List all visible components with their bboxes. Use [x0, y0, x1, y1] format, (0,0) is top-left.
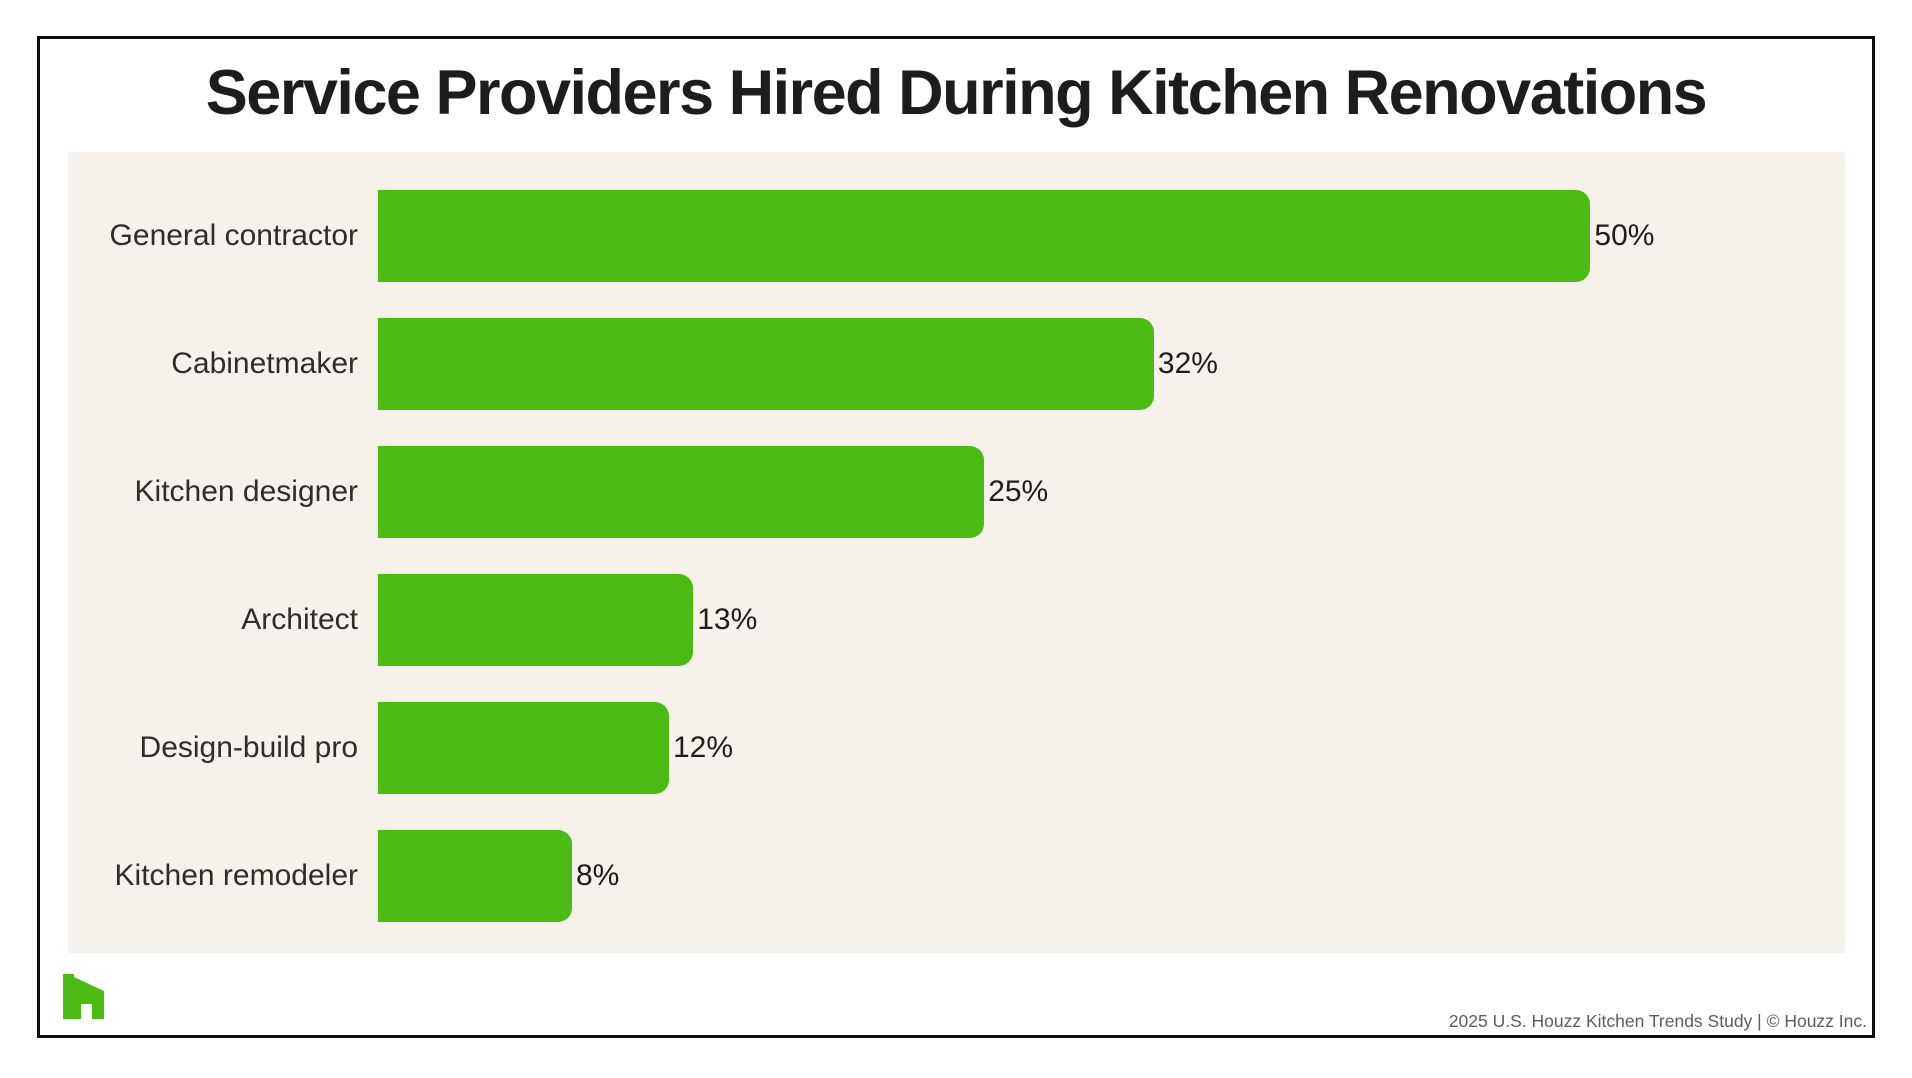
- bar-track: 12%: [378, 684, 1845, 812]
- bar: [378, 830, 572, 922]
- chart-row: Kitchen remodeler 8%: [68, 812, 1845, 940]
- bar: [378, 574, 694, 666]
- value-label: 25%: [988, 475, 1049, 508]
- category-label: Design-build pro: [139, 731, 358, 764]
- chart-row: Design-build pro 12%: [68, 684, 1845, 812]
- chart-frame: Service Providers Hired During Kitchen R…: [37, 36, 1875, 1038]
- value-label: 12%: [672, 731, 734, 764]
- chart-row: General contractor 50%: [68, 172, 1845, 300]
- bar: [378, 190, 1591, 282]
- bar-track: 25%: [378, 428, 1845, 556]
- value-label: 50%: [1594, 219, 1655, 252]
- bar-track: 32%: [378, 300, 1845, 428]
- category-label: General contractor: [109, 219, 358, 252]
- bar-track: 13%: [378, 556, 1845, 684]
- category-label: Architect: [241, 603, 358, 636]
- chart-title: Service Providers Hired During Kitchen R…: [205, 58, 1708, 128]
- value-label: 13%: [697, 603, 758, 636]
- chart-plot-area: General contractor 50% Cabinetmaker 32% Kitc…: [68, 152, 1845, 953]
- chart-row: Kitchen designer 25%: [68, 428, 1845, 556]
- category-label: Kitchen remodeler: [114, 859, 358, 892]
- bar: [378, 318, 1154, 410]
- bar-track: 8%: [378, 812, 1845, 940]
- value-label: 8%: [575, 859, 620, 892]
- category-label: Kitchen designer: [134, 475, 358, 508]
- category-label: Cabinetmaker: [171, 347, 358, 380]
- bar: [378, 446, 985, 538]
- bar-track: 50%: [378, 172, 1845, 300]
- chart-row: Cabinetmaker 32%: [68, 300, 1845, 428]
- value-label: 32%: [1157, 347, 1218, 380]
- footer-credit: 2025 U.S. Houzz Kitchen Trends Study | ©…: [1448, 1011, 1867, 1031]
- houzz-logo-icon: [63, 974, 104, 1019]
- chart-row: Architect 13%: [68, 556, 1845, 684]
- bar: [378, 702, 669, 794]
